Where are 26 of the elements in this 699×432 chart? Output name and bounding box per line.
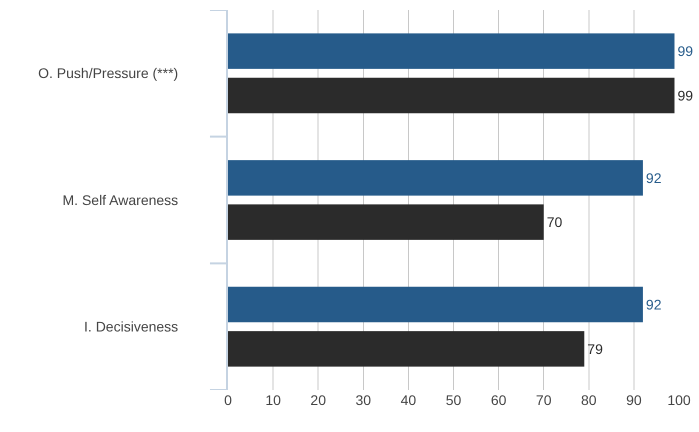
x-tick-label: 80: [581, 392, 597, 408]
data-label: 92: [646, 170, 662, 186]
data-label: 70: [546, 214, 562, 230]
bar: [228, 331, 584, 367]
x-tick-label: 50: [446, 392, 462, 408]
x-tick-label: 20: [310, 392, 326, 408]
x-tick-label: 100: [667, 392, 691, 408]
x-tick-label: 70: [536, 392, 552, 408]
x-tick-label: 40: [400, 392, 416, 408]
y-tick-label: M. Self Awareness: [62, 192, 178, 208]
bar: [228, 286, 643, 322]
bar: [228, 78, 674, 114]
bar: [228, 204, 544, 240]
bar: [228, 160, 643, 196]
data-label: 79: [587, 340, 604, 357]
data-label: 99: [677, 43, 694, 60]
data-label: 99: [677, 88, 694, 104]
y-tick-label: I. Decisiveness: [84, 318, 178, 335]
x-tick-label: 60: [490, 392, 507, 408]
x-tick-label: 0: [224, 392, 232, 408]
data-label: 92: [646, 296, 662, 312]
x-tick-label: 90: [626, 392, 642, 408]
x-tick-label: 30: [356, 392, 372, 408]
x-tick-label: 10: [265, 392, 282, 408]
y-tick-label: O. Push/Pressure (***): [38, 65, 178, 82]
bar: [228, 33, 674, 69]
